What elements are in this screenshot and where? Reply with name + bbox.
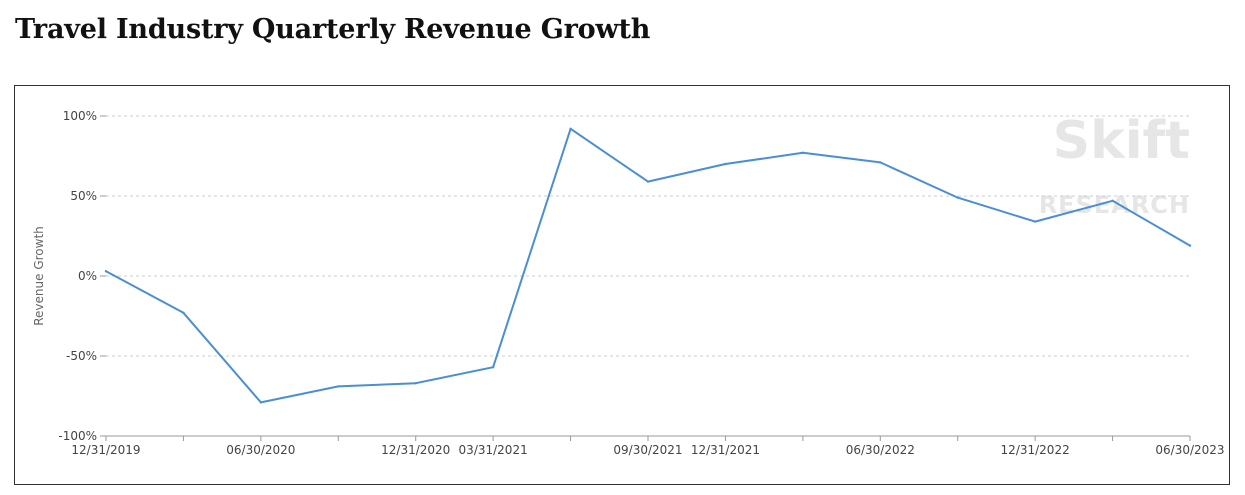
series-line [105, 127, 1191, 404]
y-axis-label: Revenue Growth [32, 226, 46, 326]
watermark-brand: Skift [1053, 111, 1190, 171]
data-point [956, 196, 959, 199]
data-point [259, 401, 263, 404]
y-tick-label: 100% [63, 109, 97, 123]
x-tick-label: 12/31/2021 [691, 443, 760, 457]
x-tick-label: 06/30/2023 [1155, 443, 1224, 457]
chart-title: Travel Industry Quarterly Revenue Growth [15, 14, 651, 45]
x-tick-label: 06/30/2020 [226, 443, 295, 457]
data-point [337, 385, 340, 388]
data-point [801, 151, 805, 154]
x-tick-label: 12/31/2020 [381, 443, 450, 457]
y-tick-label: 50% [70, 189, 97, 203]
y-tick-label: 0% [78, 269, 97, 283]
chart-frame: Skift RESEARCH 100% 50% 0% -50% -100% 12/31/… [14, 85, 1230, 485]
y-tick-label: -100% [58, 429, 97, 443]
line-chart: Skift RESEARCH 100%50%0%-50%-100% 12/31/… [32, 109, 1225, 457]
data-point [182, 311, 185, 314]
data-point [879, 161, 882, 164]
data-point [104, 270, 108, 273]
data-point [491, 366, 495, 369]
data-point [569, 127, 572, 130]
x-tick-label: 12/31/2022 [1001, 443, 1070, 457]
data-point [1033, 220, 1037, 223]
y-axis: 100% 50% 0% -50% -100% [58, 109, 106, 443]
data-point [414, 382, 417, 385]
data-point [1111, 199, 1114, 202]
x-tick-label: 12/31/2019 [71, 443, 140, 457]
data-point [724, 162, 727, 166]
series-group [104, 127, 1192, 404]
data-point [646, 180, 650, 183]
x-tick-label: 06/30/2022 [846, 443, 915, 457]
y-tick-label: -50% [66, 349, 97, 363]
x-tick-label: 03/31/2021 [459, 443, 528, 457]
gridlines [106, 115, 1190, 357]
data-point [1188, 244, 1192, 247]
x-axis: 12/31/2019 06/30/2020 12/31/2020 03/31/2021… [71, 435, 1225, 457]
x-tick-label: 09/30/2021 [613, 443, 682, 457]
